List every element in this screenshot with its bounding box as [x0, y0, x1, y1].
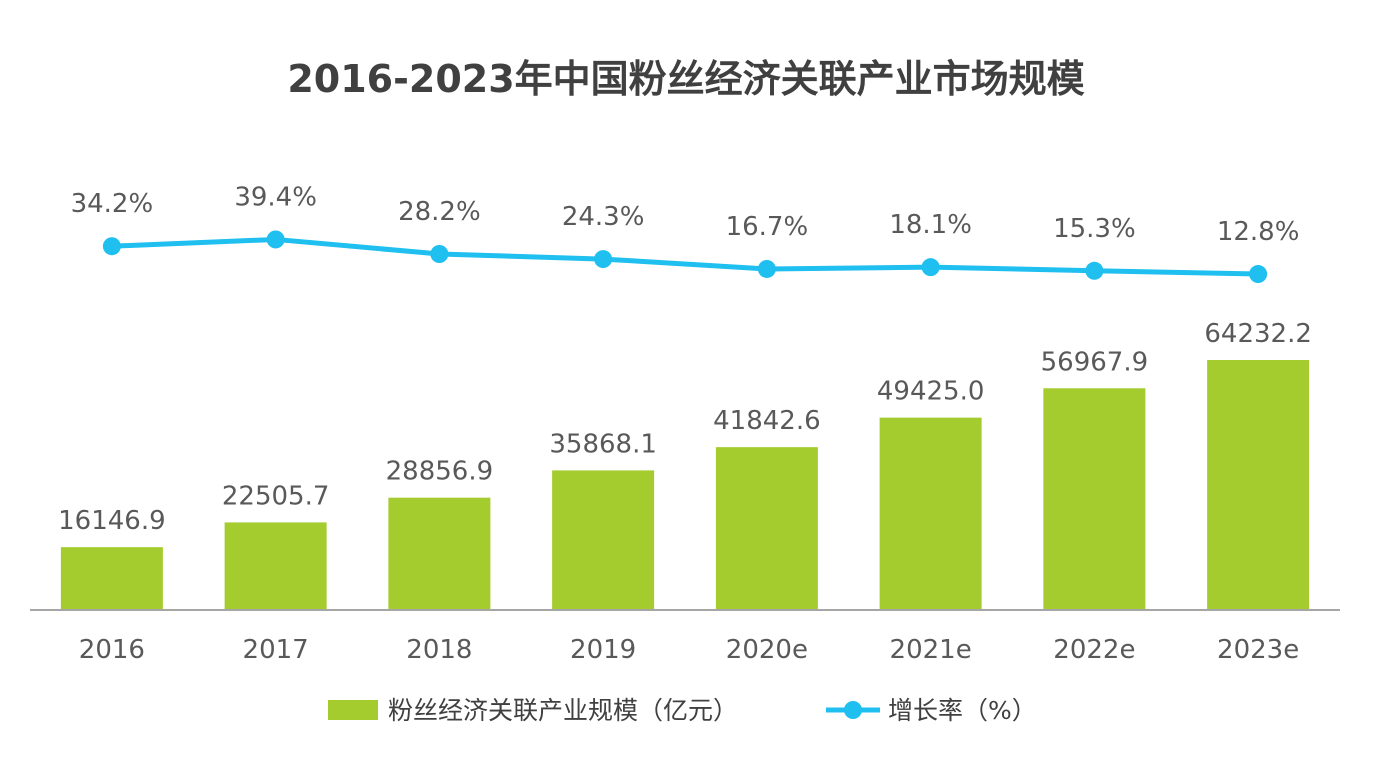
growth-label-2019: 24.3% — [562, 202, 645, 232]
x-tick-2023e: 2023e — [1217, 635, 1299, 665]
growth-line — [111, 236, 1259, 277]
bar-2020e — [715, 447, 818, 610]
growth-label-2018: 28.2% — [398, 197, 481, 227]
growth-point-2021e — [921, 258, 940, 277]
x-tick-2021e: 2021e — [890, 635, 972, 665]
bar-data-labels: 16146.9 22505.7 28856.9 35868.1 41842.6 49425… — [58, 319, 1312, 536]
x-tick-2017: 2017 — [243, 635, 309, 665]
growth-label-2020e: 16.7% — [726, 212, 809, 242]
x-tick-2022e: 2022e — [1053, 635, 1135, 665]
growth-label-2017: 39.4% — [234, 182, 317, 212]
bar-label-2023e: 64232.2 — [1204, 319, 1312, 349]
bar-label-2018: 28856.9 — [386, 457, 494, 487]
bar-2022e — [1043, 388, 1146, 610]
growth-label-2016: 34.2% — [71, 189, 154, 219]
bar-2017 — [224, 522, 327, 610]
x-tick-2016: 2016 — [79, 635, 145, 665]
bar-label-2016: 16146.9 — [58, 506, 166, 536]
legend: 粉丝经济关联产业规模（亿元） 增长率（%） — [328, 696, 1037, 725]
bar-2021e — [879, 417, 982, 610]
bar-2023e — [1207, 360, 1310, 610]
growth-point-2017 — [266, 230, 285, 249]
line-data-labels: 34.2% 39.4% 28.2% 24.3% 16.7% 18.1% 15.3% 12.8% — [71, 182, 1300, 247]
bar-2018 — [388, 497, 491, 610]
growth-line-series — [102, 230, 1268, 284]
bar-label-2022e: 56967.9 — [1041, 347, 1149, 377]
x-axis-ticks: 2016 2017 2018 2019 2020e 2021e 2022e 2023e — [79, 635, 1299, 665]
bar-2019 — [552, 470, 655, 610]
x-tick-2018: 2018 — [406, 635, 472, 665]
growth-point-2023e — [1249, 265, 1268, 284]
legend-bar-swatch — [328, 700, 378, 720]
legend-bar-label: 粉丝经济关联产业规模（亿元） — [388, 696, 738, 725]
growth-point-2020e — [757, 259, 776, 278]
legend-line-label: 增长率（%） — [888, 696, 1037, 725]
bar-label-2017: 22505.7 — [222, 481, 330, 511]
growth-label-2021e: 18.1% — [889, 210, 972, 240]
growth-point-2022e — [1085, 261, 1104, 280]
x-tick-2020e: 2020e — [726, 635, 808, 665]
growth-point-2016 — [102, 237, 121, 256]
growth-label-2022e: 15.3% — [1053, 214, 1136, 244]
growth-point-2018 — [430, 245, 449, 263]
chart-title: 2016-2023年中国粉丝经济关联产业市场规模 — [287, 57, 1084, 101]
bar-label-2020e: 41842.6 — [713, 406, 821, 436]
bar-2016 — [60, 547, 163, 610]
legend-line-marker — [844, 701, 862, 719]
bar-label-2021e: 49425.0 — [877, 377, 985, 407]
bar-series — [60, 360, 1310, 610]
growth-label-2023e: 12.8% — [1217, 217, 1300, 247]
growth-point-2019 — [594, 250, 613, 269]
bar-label-2019: 35868.1 — [549, 429, 657, 459]
x-tick-2019: 2019 — [570, 635, 636, 665]
